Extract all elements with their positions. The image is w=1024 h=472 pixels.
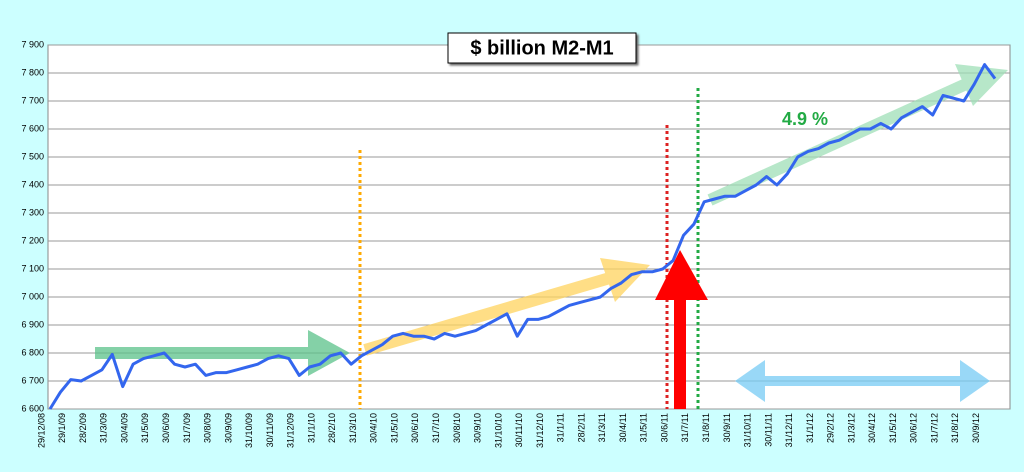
x-tick-label: 31/7/10 [431,413,441,443]
series [48,63,997,410]
y-tick-label: 6 700 [21,375,44,385]
x-tick-label: 31/5/12 [888,413,898,443]
x-tick-label: 28/2/10 [327,413,337,443]
chart-title: $ billion M2-M1 [470,37,613,59]
y-tick-label: 7 400 [21,179,44,189]
x-tick-label: 30/9/10 [473,413,483,443]
x-tick-label: 31/7/09 [182,413,192,443]
arrow [363,269,622,356]
x-tick-label: 30/6/09 [161,413,171,443]
x-tick-label: 30/8/10 [452,413,462,443]
y-tick-label: 7 000 [21,291,44,301]
grid [48,44,1010,410]
y-tick-label: 7 800 [21,67,44,77]
y-tick-label: 7 700 [21,95,44,105]
x-tick-label: 31/5/11 [639,413,649,442]
x-tick-label: 31/12/10 [535,413,545,448]
x-tick-label: 31/8/11 [701,413,711,442]
y-tick-label: 7 100 [21,263,44,273]
x-tick-label: 31/8/12 [950,413,960,443]
x-tick-label: 30/4/09 [119,413,129,443]
x-tick-label: 30/4/10 [369,413,379,443]
x-tick-label: 31/3/09 [99,413,109,443]
x-tick-label: 29/12/08 [36,413,46,448]
x-tick-label: 30/6/12 [909,413,919,443]
y-tick-label: 6 800 [21,347,44,357]
x-tick-label: 28/2/11 [576,413,586,442]
x-tick-label: 30/4/11 [618,413,628,442]
x-tick-label: 31/12/11 [784,413,794,447]
y-tick-label: 6 900 [21,319,44,329]
x-tick-label: 28/2/09 [78,413,88,443]
x-tick-label: 31/5/10 [389,413,399,443]
x-tick-label: 31/10/10 [493,413,503,448]
y-tick-label: 7 500 [21,151,44,161]
arrow-head [960,360,990,402]
x-tick-label: 31/7/11 [680,413,690,442]
arrow-head [655,250,708,300]
y-tick-label: 7 600 [21,123,44,133]
x-tick-label: 31/1/12 [805,413,815,443]
x-tick-label: 31/10/09 [244,413,254,448]
arrow-head [735,360,765,402]
arrow-head [955,64,1008,106]
y-tick-label: 7 200 [21,235,44,245]
x-tick-label: 30/9/09 [223,413,233,443]
x-tick-label: 31/3/12 [846,413,856,443]
x-tick-label: 30/6/10 [410,413,420,443]
x-tick-label: 31/7/12 [929,413,939,443]
x-tick-label: 30/8/09 [203,413,213,443]
x-tick-label: 30/6/11 [659,413,669,442]
data-line [48,63,997,410]
x-tick-label: 31/3/11 [597,413,607,442]
x-tick-label: 30/11/10 [514,413,524,447]
x-tick-label: 30/4/12 [867,413,877,443]
x-tick-label: 31/3/10 [348,413,358,443]
x-tick-label: 29/2/12 [826,413,836,443]
annotation: 4.9 % [782,109,828,129]
x-tick-label: 29/1/09 [57,413,67,443]
y-tick-label: 6 600 [21,403,44,413]
x-tick-label: 31/10/11 [743,413,753,447]
x-tick-label: 30/11/09 [265,413,275,447]
x-tick-label: 31/12/09 [286,413,296,448]
x-tick-label: 30/9/12 [971,413,981,443]
x-tick-label: 30/11/11 [763,413,773,447]
x-tick-label: 30/9/11 [722,413,732,442]
title-box [447,32,637,64]
y-tick-label: 7 300 [21,207,44,217]
y-tick-label: 7 900 [21,39,44,49]
x-tick-label: 31/1/10 [306,413,316,443]
x-tick-label: 31/5/09 [140,413,150,443]
x-tick-label: 31/1/11 [556,413,566,442]
